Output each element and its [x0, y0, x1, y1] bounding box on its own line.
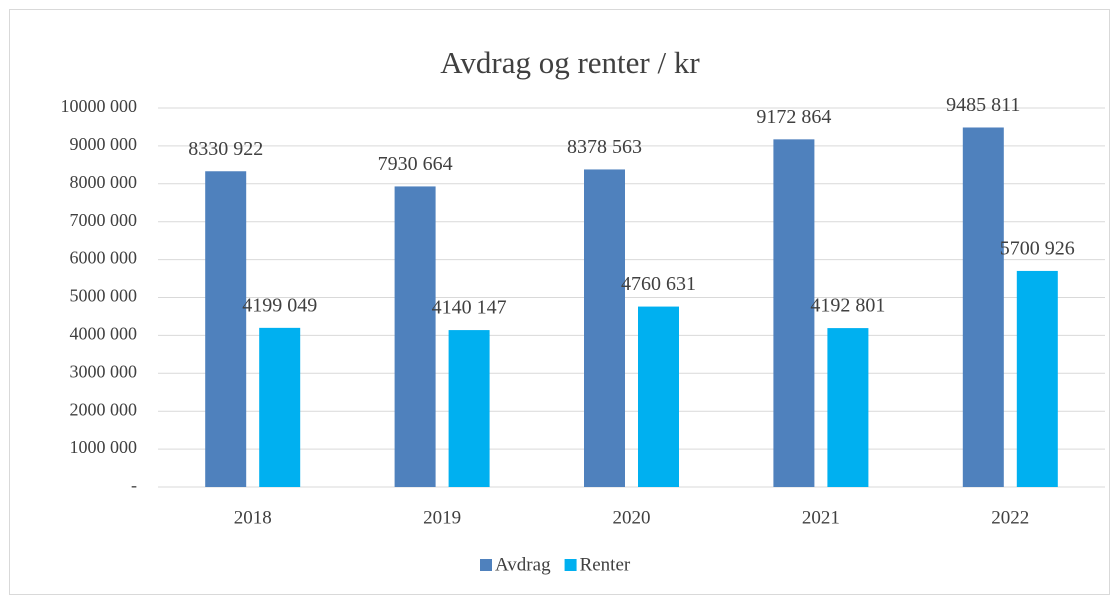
- data-label: 7930 664: [378, 153, 453, 175]
- y-tick-label: 3000 000: [70, 361, 138, 381]
- bar: [827, 328, 869, 487]
- y-tick-label: 7000 000: [70, 210, 138, 230]
- bar: [773, 139, 815, 487]
- bar: [962, 127, 1004, 487]
- bar: [259, 327, 301, 487]
- data-label: 8378 563: [567, 136, 642, 158]
- y-tick-label: 2000 000: [70, 399, 138, 419]
- chart-title: Avdrag og renter / kr: [440, 45, 700, 80]
- y-tick-label: 9000 000: [70, 134, 138, 154]
- x-tick-label: 2022: [991, 507, 1029, 528]
- x-tick-label: 2020: [613, 507, 651, 528]
- bar: [638, 306, 679, 487]
- bar: [394, 186, 436, 487]
- x-tick-label: 2019: [423, 507, 461, 528]
- y-tick-label: 5000 000: [70, 286, 138, 306]
- data-label: 4199 049: [242, 294, 317, 316]
- data-label: 8330 922: [188, 138, 263, 160]
- legend-swatch: [564, 559, 577, 571]
- y-tick-label: -: [131, 475, 137, 495]
- data-label: 9172 864: [756, 106, 831, 128]
- chart-border: [9, 9, 1110, 595]
- data-label: 4760 631: [621, 273, 696, 295]
- bar: [448, 330, 490, 487]
- legend-label: Renter: [580, 554, 631, 575]
- bar: [205, 171, 247, 487]
- y-tick-label: 1000 000: [70, 437, 138, 457]
- data-label: 5700 926: [1000, 238, 1075, 260]
- data-label: 4192 801: [810, 295, 885, 317]
- data-label: 4140 147: [432, 297, 507, 319]
- y-tick-label: 8000 000: [70, 172, 138, 192]
- y-tick-label: 4000 000: [70, 324, 138, 344]
- legend-label: Avdrag: [495, 554, 551, 575]
- legend-swatch: [480, 559, 492, 571]
- bar: [584, 169, 625, 488]
- y-tick-label: 6000 000: [70, 248, 138, 268]
- x-tick-label: 2018: [234, 507, 272, 528]
- data-label: 9485 811: [946, 94, 1020, 116]
- y-tick-label: 10000 000: [61, 96, 138, 116]
- x-tick-label: 2021: [802, 507, 840, 528]
- bar: [1016, 270, 1058, 487]
